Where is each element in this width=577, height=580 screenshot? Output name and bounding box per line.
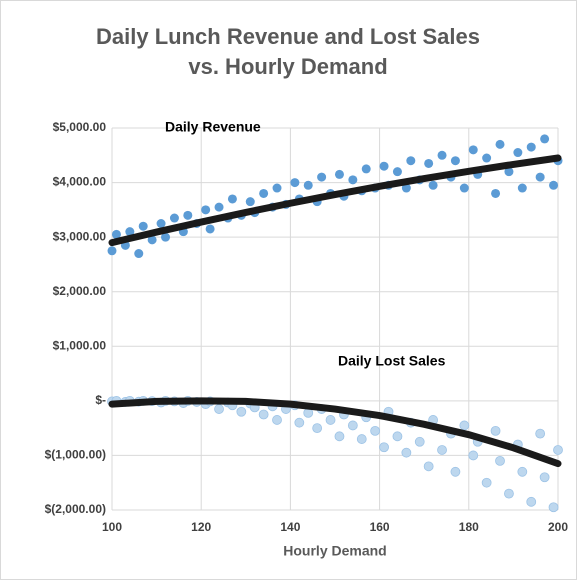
scatter-point <box>361 164 371 174</box>
scatter-point <box>406 156 416 166</box>
scatter-point <box>392 167 402 177</box>
scatter-point <box>414 436 425 447</box>
scatter-point <box>111 229 121 239</box>
scatter-point <box>428 180 438 190</box>
scatter-point <box>312 423 323 434</box>
scatter-point <box>348 175 358 185</box>
scatter-point <box>272 415 282 425</box>
scatter-point <box>526 142 536 152</box>
scatter-point <box>356 434 367 444</box>
scatter-point <box>227 194 237 204</box>
series-label: Daily Lost Sales <box>338 353 446 369</box>
scatter-point <box>495 455 505 466</box>
scatter-point <box>401 447 412 458</box>
x-axis-label: Hourly Demand <box>283 543 386 559</box>
scatter-point <box>201 205 211 215</box>
scatter-point <box>317 172 327 182</box>
scatter-point <box>325 415 336 425</box>
scatter-point <box>535 172 545 182</box>
scatter-point <box>504 488 514 499</box>
y-tick-label: $(2,000.00) <box>45 502 106 516</box>
scatter-point <box>379 161 389 171</box>
y-tick-label: $5,000.00 <box>53 120 107 134</box>
scatter-point <box>401 183 411 193</box>
scatter-point <box>107 246 117 256</box>
scatter-point <box>535 428 546 439</box>
scatter-point <box>245 197 255 207</box>
x-tick-label: 140 <box>280 520 300 534</box>
scatter-point <box>259 188 269 198</box>
scatter-point <box>183 210 193 220</box>
y-tick-label: $1,000.00 <box>53 338 107 352</box>
scatter-point <box>236 406 247 417</box>
scatter-point <box>290 178 300 188</box>
scatter-point <box>540 134 550 144</box>
scatter-point <box>205 224 215 234</box>
scatter-point <box>379 442 389 453</box>
scatter-point <box>303 180 313 190</box>
scatter-point <box>147 235 157 245</box>
x-tick-label: 120 <box>191 520 211 534</box>
trend-line <box>108 397 562 468</box>
x-tick-label: 200 <box>548 520 568 534</box>
scatter-point <box>468 145 478 155</box>
chart-title: Daily Lunch Revenue and Lost Sales vs. H… <box>96 24 480 79</box>
scatter-point <box>424 158 434 168</box>
scatter-point <box>294 417 305 428</box>
y-tick-label: $3,000.00 <box>53 229 107 243</box>
y-tick-label: $(1,000.00) <box>45 448 106 462</box>
scatter-point <box>392 431 403 442</box>
scatter-point <box>548 502 559 513</box>
scatter-point <box>134 249 144 259</box>
scatter-point <box>539 472 550 483</box>
scatter-point <box>370 425 381 436</box>
scatter-point <box>526 496 537 507</box>
scatter-point <box>450 466 461 477</box>
x-tick-label: 100 <box>102 520 122 534</box>
scatter-point <box>161 232 171 242</box>
scatter-point <box>214 404 224 414</box>
y-tick-label: $2,000.00 <box>53 284 107 298</box>
scatter-point <box>334 431 345 442</box>
scatter-point <box>423 461 434 472</box>
series-label: Daily Revenue <box>165 119 261 135</box>
scatter-point <box>549 180 559 190</box>
scatter-point <box>481 477 492 488</box>
scatter-point <box>459 420 470 431</box>
scatter-point <box>553 445 563 455</box>
x-tick-label: 160 <box>370 520 390 534</box>
scatter-point <box>437 445 447 455</box>
scatter-point <box>258 409 269 420</box>
scatter-point <box>517 466 528 477</box>
scatter-point <box>468 450 479 461</box>
scatter-point <box>504 167 514 177</box>
scatter-point <box>138 221 148 231</box>
scatter-point <box>169 213 179 223</box>
scatter-point <box>491 188 501 198</box>
scatter-point <box>517 183 527 193</box>
scatter-point <box>459 183 469 193</box>
scatter-point <box>347 420 358 431</box>
scatter-point <box>513 148 523 158</box>
scatter-point <box>437 150 447 160</box>
scatter-point <box>490 425 501 436</box>
scatter-point <box>450 156 460 166</box>
scatter-point <box>156 219 166 228</box>
scatter-point <box>125 227 135 237</box>
y-tick-label: $- <box>95 393 106 407</box>
scatter-point <box>482 153 492 163</box>
scatter-point <box>214 202 224 212</box>
trend-line <box>108 154 562 247</box>
scatter-point <box>495 139 505 149</box>
y-tick-label: $4,000.00 <box>53 175 107 189</box>
scatter-point <box>272 183 282 193</box>
x-tick-label: 180 <box>459 520 479 534</box>
scatter-point <box>334 169 344 179</box>
